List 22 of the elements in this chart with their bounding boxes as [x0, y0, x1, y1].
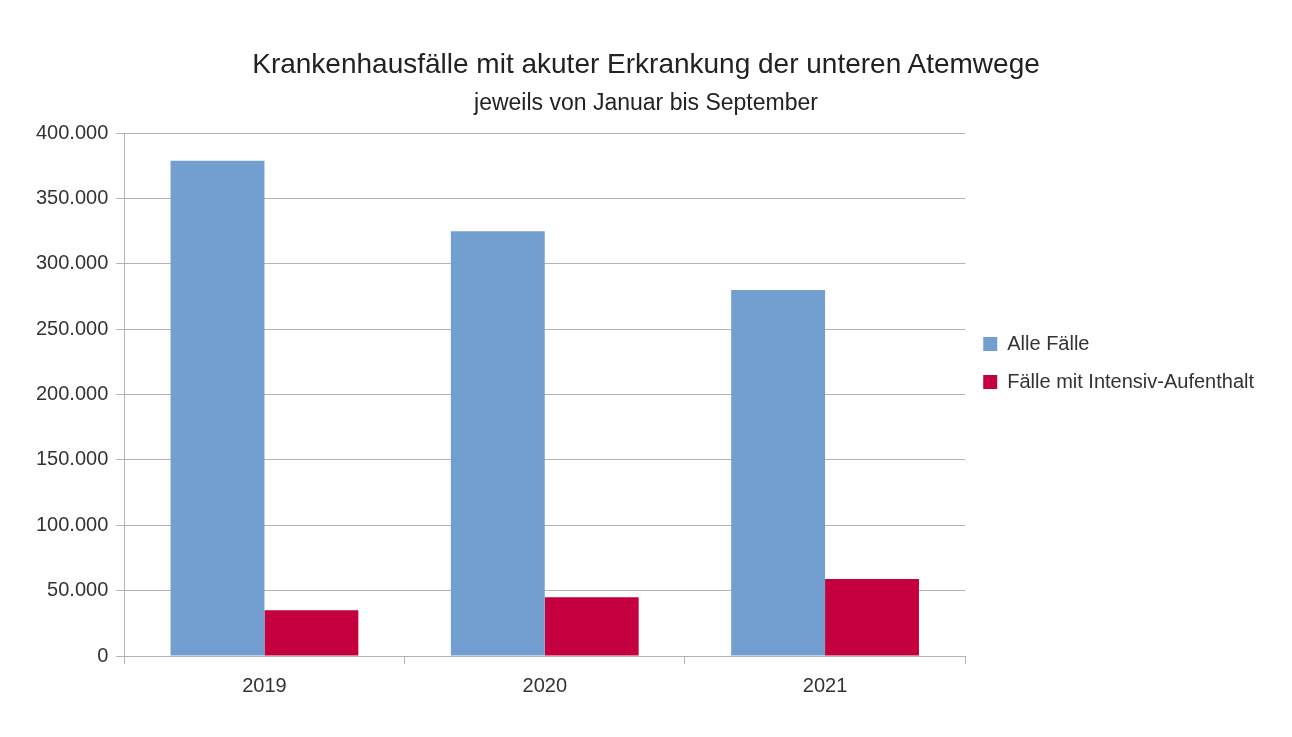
x-tick-label: 2019	[242, 673, 287, 696]
y-tick-label: 100.000	[36, 512, 109, 535]
bar	[731, 290, 826, 656]
y-tick-label: 250.000	[36, 316, 109, 339]
bar	[170, 160, 265, 656]
x-tick-label: 2020	[522, 673, 568, 696]
y-tick-label: 150.000	[36, 447, 109, 470]
y-tick-label: 300.000	[36, 251, 109, 274]
bar	[264, 610, 359, 656]
x-tick-label: 2021	[802, 673, 848, 696]
bar	[544, 597, 639, 656]
bar	[450, 231, 545, 656]
y-tick-label: 400.000	[36, 120, 109, 143]
bar	[825, 578, 919, 656]
y-tick-label: 50.000	[47, 578, 109, 601]
legend-label: Fälle mit Intensiv-Aufenthalt	[1007, 369, 1255, 392]
y-tick-label: 350.000	[36, 186, 109, 209]
chart-subtitle: jeweils von Januar bis September	[473, 88, 819, 115]
legend-label: Alle Fälle	[1007, 331, 1090, 354]
y-tick-label: 200.000	[36, 382, 109, 405]
y-tick-label: 0	[97, 643, 109, 666]
chart-title: Krankenhausfälle mit akuter Erkrankung der unteren Atemwege	[252, 47, 1040, 79]
